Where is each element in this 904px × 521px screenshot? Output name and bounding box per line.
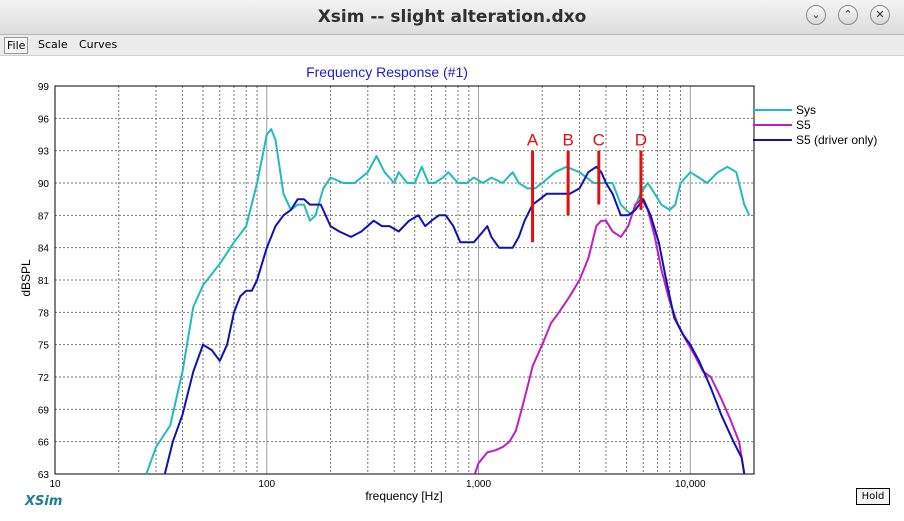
x-tick-label: 10 [49, 479, 61, 490]
horizontal-grid [55, 117, 754, 443]
legend-entry: S5 [796, 118, 811, 132]
close-button[interactable]: ✕ [870, 5, 890, 25]
x-tick-label: 100 [258, 479, 275, 490]
x-axis-label: frequency [Hz] [365, 489, 442, 503]
legend-entry: Sys [796, 103, 816, 117]
series-lines [145, 128, 751, 474]
series-line-1 [473, 198, 746, 474]
y-tick-label: 84 [38, 244, 50, 255]
y-tick-labels: 63 66 69 72 75 78 81 84 87 90 93 96 99 [38, 82, 50, 481]
y-tick-label: 72 [38, 373, 50, 384]
y-tick-label: 78 [38, 308, 50, 319]
window-title: Xsim -- slight alteration.dxo [317, 7, 587, 27]
x-tick-label: 1,000 [466, 479, 491, 490]
y-tick-label: 66 [38, 438, 50, 449]
frequency-markers: A B C D [527, 131, 647, 243]
menu-file[interactable]: File [4, 37, 29, 54]
y-tick-label: 63 [38, 470, 50, 481]
y-tick-label: 99 [38, 82, 50, 93]
x-tick-labels: 10 100 1,000 10,000 [49, 479, 706, 490]
y-tick-label: 96 [38, 114, 50, 125]
title-bar: Xsim -- slight alteration.dxo ⌄ ⌃ ✕ [0, 0, 904, 35]
plot-area [54, 85, 755, 475]
y-axis-label: dBSPL [19, 259, 33, 297]
menu-bar: File Scale Curves [0, 35, 904, 56]
minimize-button[interactable]: ⌄ [806, 5, 826, 25]
frequency-response-chart: 63 66 69 72 75 78 81 84 87 90 93 96 99 10 100 1,000 10,… [19, 64, 877, 503]
marker-label: A [527, 131, 539, 150]
menu-curves[interactable]: Curves [79, 38, 118, 51]
y-tick-label: 87 [38, 211, 50, 222]
series-line-0 [145, 128, 751, 474]
hold-button[interactable]: Hold [856, 488, 890, 505]
y-tick-label: 81 [38, 276, 50, 287]
marker-label: C [593, 131, 605, 150]
y-tick-label: 93 [38, 147, 50, 158]
xsim-brand: XSim [25, 494, 63, 509]
chart-title: Frequency Response (#1) [306, 64, 468, 80]
y-tick-label: 90 [38, 179, 50, 190]
marker-label: D [635, 131, 647, 150]
maximize-button[interactable]: ⌃ [838, 5, 858, 25]
menu-scale[interactable]: Scale [38, 38, 68, 51]
y-tick-label: 75 [38, 341, 50, 352]
x-tick-label: 10,000 [675, 479, 706, 490]
legend-entry: S5 (driver only) [796, 133, 877, 147]
marker-label: B [562, 131, 573, 150]
y-tick-label: 69 [38, 405, 50, 416]
